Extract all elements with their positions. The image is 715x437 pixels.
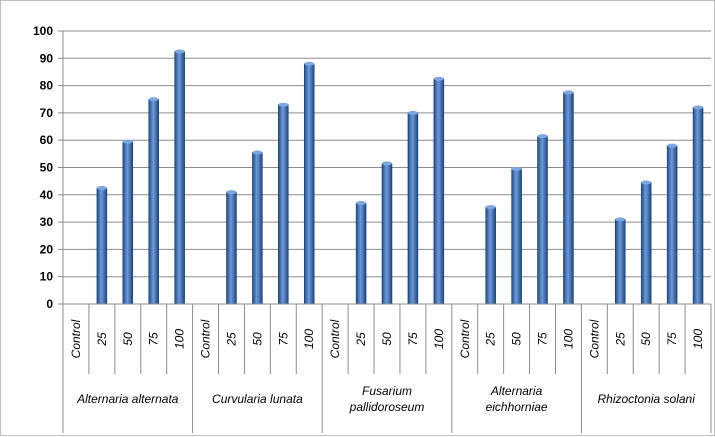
bar-top bbox=[667, 143, 678, 148]
bar bbox=[355, 202, 367, 305]
bar-top bbox=[433, 76, 444, 81]
group-label: Fusarium bbox=[362, 384, 412, 398]
bar-top bbox=[226, 190, 237, 195]
bar bbox=[511, 168, 522, 305]
category-label: 25 bbox=[613, 332, 627, 347]
category-label: 50 bbox=[510, 332, 524, 346]
bar bbox=[433, 78, 445, 305]
y-tick-label: 50 bbox=[40, 161, 54, 175]
bar-top bbox=[278, 102, 289, 107]
bar-top bbox=[641, 180, 652, 185]
category-label: 50 bbox=[639, 332, 653, 346]
category-label: 50 bbox=[380, 332, 394, 346]
bar bbox=[537, 135, 548, 305]
category-label: 75 bbox=[536, 332, 550, 346]
category-label: 75 bbox=[276, 332, 290, 346]
category-label: 25 bbox=[484, 332, 498, 347]
bar bbox=[692, 107, 704, 305]
category-label: Control bbox=[458, 319, 472, 358]
bar bbox=[174, 51, 185, 305]
bar-top bbox=[304, 61, 315, 66]
bar bbox=[615, 219, 626, 305]
bar bbox=[96, 187, 108, 305]
y-tick-label: 70 bbox=[40, 106, 54, 120]
category-label: Control bbox=[328, 319, 342, 358]
category-label: 100 bbox=[432, 329, 446, 349]
bar bbox=[252, 152, 263, 305]
category-label: 25 bbox=[354, 332, 368, 347]
bar bbox=[381, 163, 393, 305]
bar-top bbox=[485, 205, 496, 210]
category-label: 100 bbox=[691, 329, 705, 349]
category-label: Control bbox=[587, 319, 601, 358]
bar bbox=[485, 206, 496, 305]
y-tick-label: 40 bbox=[40, 188, 54, 202]
bar-top bbox=[511, 166, 522, 171]
bar-top bbox=[252, 150, 263, 155]
category-label: 50 bbox=[121, 332, 135, 346]
category-label: 100 bbox=[302, 329, 316, 349]
category-label: 75 bbox=[147, 332, 161, 346]
bar-top bbox=[148, 97, 159, 102]
category-label: 75 bbox=[406, 332, 420, 346]
bar-top bbox=[407, 110, 418, 115]
category-label: 25 bbox=[224, 332, 238, 347]
category-label: 25 bbox=[95, 332, 109, 347]
y-tick-label: 20 bbox=[40, 242, 54, 256]
y-tick-label: 10 bbox=[40, 270, 54, 284]
bar-top bbox=[122, 139, 133, 144]
category-label: Control bbox=[69, 319, 83, 358]
bar bbox=[666, 145, 678, 305]
y-tick-label: 60 bbox=[40, 133, 54, 147]
bar-top bbox=[615, 217, 626, 222]
group-label: Curvularia lunata bbox=[212, 392, 303, 406]
bar-top bbox=[356, 200, 367, 205]
bar bbox=[278, 104, 289, 305]
y-tick-label: 80 bbox=[40, 79, 54, 93]
category-label: 50 bbox=[250, 332, 264, 346]
bar-top bbox=[537, 134, 548, 139]
group-label: Rhizoctonia solani bbox=[598, 392, 696, 406]
bar-top bbox=[563, 90, 574, 95]
y-tick-label: 0 bbox=[46, 297, 53, 311]
group-label: eichhorniae bbox=[486, 400, 548, 414]
group-label: Alternaria bbox=[490, 384, 543, 398]
bar bbox=[226, 191, 237, 305]
category-label: 100 bbox=[561, 329, 575, 349]
category-label: 75 bbox=[665, 332, 679, 346]
group-label: pallidoroseum bbox=[349, 400, 425, 414]
group-label: Alternaria alternata bbox=[76, 392, 179, 406]
y-tick-label: 100 bbox=[33, 24, 53, 38]
y-tick-label: 30 bbox=[40, 215, 54, 229]
bar bbox=[148, 99, 159, 305]
bar-top bbox=[382, 161, 392, 166]
bar-top bbox=[693, 105, 704, 110]
category-label: 100 bbox=[173, 329, 187, 349]
y-tick-label: 90 bbox=[40, 51, 54, 65]
bar bbox=[640, 182, 652, 305]
bar-top bbox=[174, 49, 185, 54]
bar-top bbox=[96, 185, 107, 190]
bar bbox=[407, 112, 419, 305]
bar bbox=[303, 63, 315, 305]
bar bbox=[122, 141, 134, 305]
bar bbox=[563, 92, 574, 305]
category-label: Control bbox=[199, 319, 213, 358]
